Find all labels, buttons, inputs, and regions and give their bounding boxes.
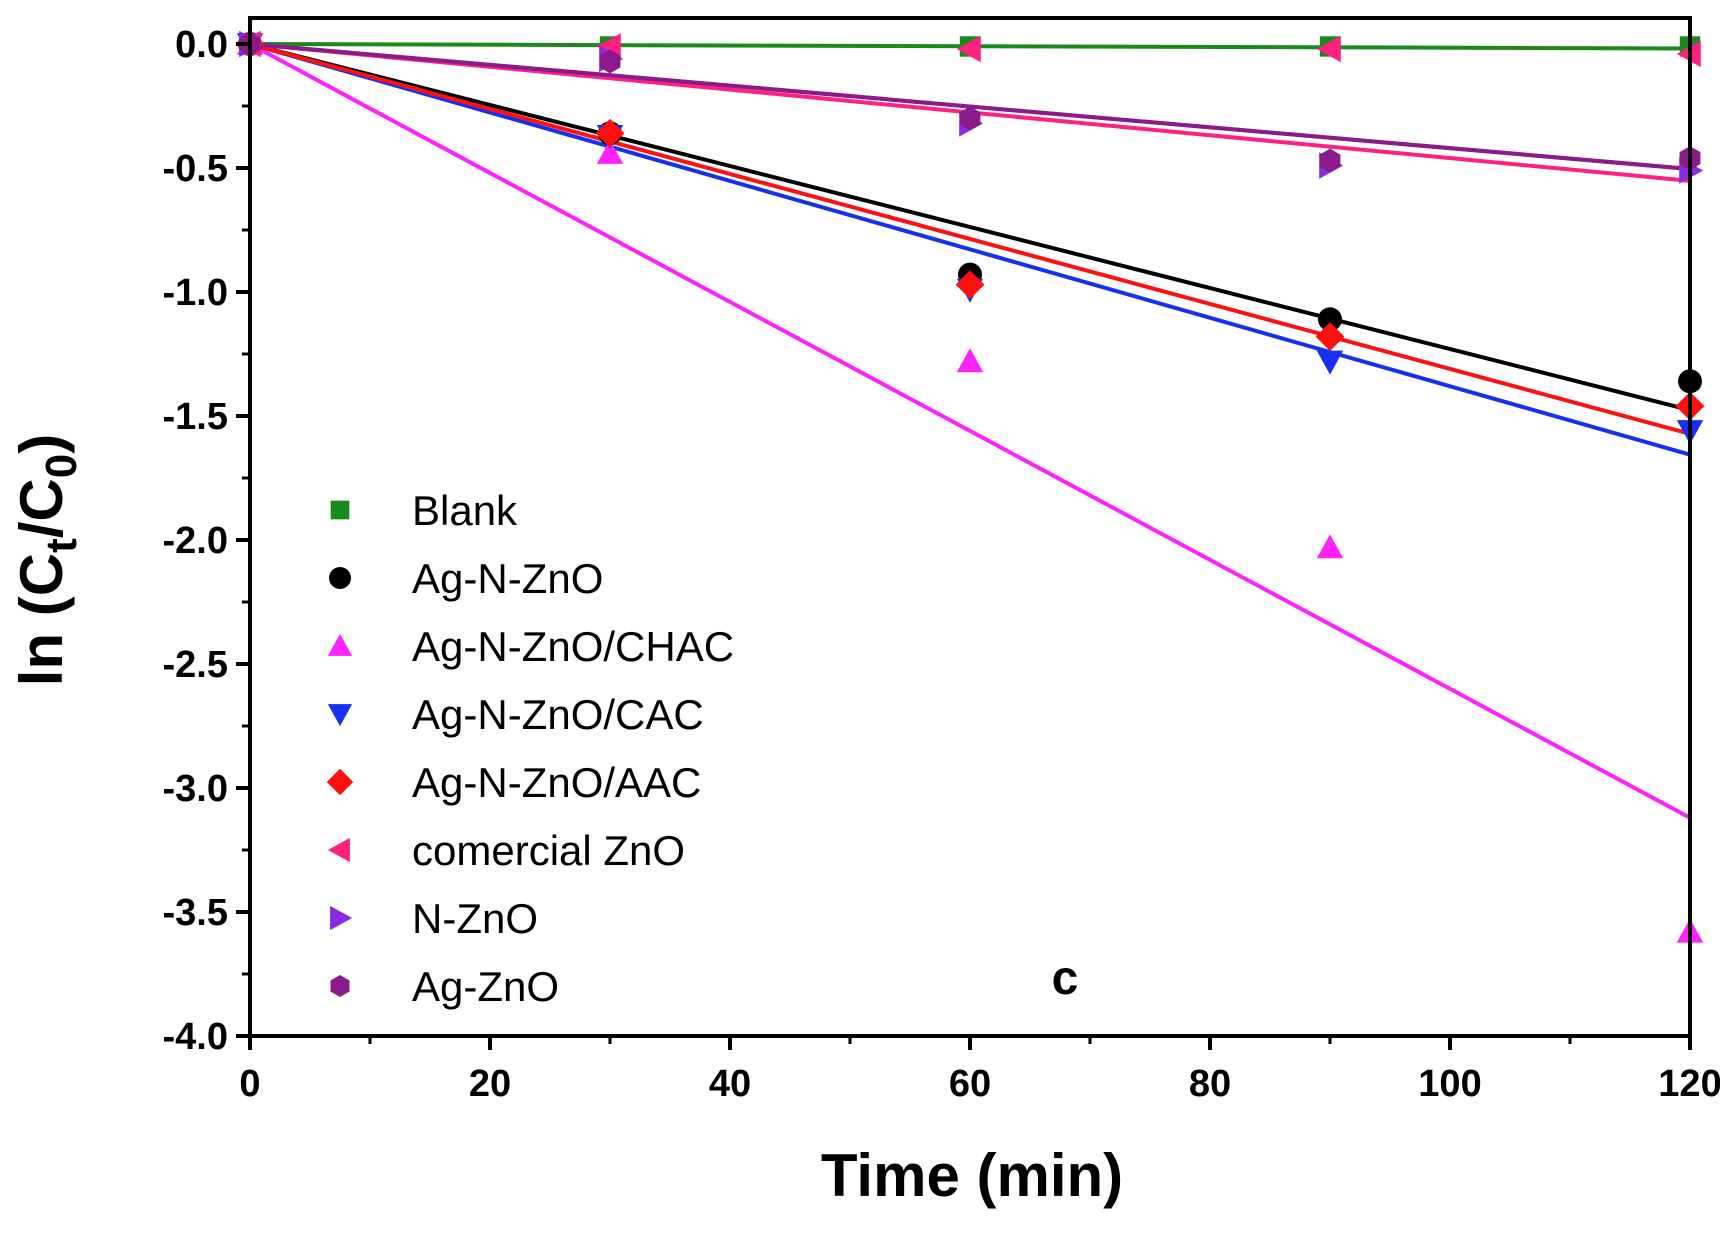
legend-label-ag-n-zno-cac: Ag-N-ZnO/CAC xyxy=(412,691,704,738)
data-point-comercial-zno xyxy=(956,35,981,63)
data-point-ag-n-zno-aac xyxy=(1315,322,1345,351)
data-point-ag-zno xyxy=(959,106,981,131)
fit-line-ag-n-zno-aac xyxy=(249,42,1691,436)
legend-symbol-comercial-zno xyxy=(327,837,350,863)
data-point-ag-zno xyxy=(599,49,621,74)
y-tick-label: -2.0 xyxy=(163,520,228,562)
data-point-ag-n-zno-aac xyxy=(955,270,985,299)
data-point-ag-n-zno xyxy=(1318,307,1342,332)
data-point-ag-n-zno-chac xyxy=(596,139,624,164)
y-axis-title: ln (Ct/C0) xyxy=(8,434,86,686)
data-point-ag-n-zno-chac xyxy=(1316,534,1344,559)
x-tick-label: 60 xyxy=(949,1063,991,1105)
legend-label-ag-n-zno-aac: Ag-N-ZnO/AAC xyxy=(412,759,701,806)
fit-line-ag-n-zno-cac xyxy=(249,42,1691,457)
legend-symbol-ag-n-zno-cac xyxy=(327,704,353,727)
legend-symbol-ag-zno xyxy=(330,975,350,997)
fit-line-ag-n-zno-chac xyxy=(249,42,1691,820)
x-axis-title: Time (min) xyxy=(821,1142,1123,1209)
data-point-ag-zno xyxy=(1319,148,1341,173)
y-tick-label: -3.0 xyxy=(163,768,228,810)
legend-label-comercial-zno: comercial ZnO xyxy=(412,827,685,874)
legend-label-ag-n-zno-chac: Ag-N-ZnO/CHAC xyxy=(412,623,734,670)
y-tick-label: -1.5 xyxy=(163,396,228,438)
legend-symbol-blank xyxy=(330,500,350,520)
x-tick-label: 80 xyxy=(1189,1063,1231,1105)
y-tick-label: -0.5 xyxy=(163,148,228,190)
legend-label-n-zno: N-ZnO xyxy=(412,895,538,942)
y-tick-label: -1.0 xyxy=(163,272,228,314)
data-point-ag-n-zno-chac xyxy=(956,348,984,373)
y-axis-ticks: 0.0 -0.5 -1.0 -1.5 -2.0 -2.5 -3.0 -3.5 -4.0 xyxy=(163,24,250,1058)
legend-label-blank: Blank xyxy=(412,487,518,534)
x-tick-label: 0 xyxy=(239,1063,260,1105)
data-point-comercial-zno xyxy=(1316,35,1341,63)
x-tick-label: 120 xyxy=(1658,1063,1720,1105)
x-axis-ticks: 0 20 40 60 80 100 120 xyxy=(239,1036,1720,1105)
data-point-ag-n-zno-cac xyxy=(1316,350,1344,375)
legend-label-ag-zno: Ag-ZnO xyxy=(412,963,559,1010)
legend-label-ag-n-zno: Ag-N-ZnO xyxy=(412,555,603,602)
x-tick-label: 20 xyxy=(469,1063,511,1105)
y-tick-label: -4.0 xyxy=(163,1016,228,1058)
legend: Blank Ag-N-ZnO Ag-N-ZnO/CHAC Ag-N-ZnO/CAC Ag… xyxy=(326,487,734,1010)
fit-line-ag-n-zno xyxy=(249,42,1691,412)
x-tick-label: 40 xyxy=(709,1063,751,1105)
y-tick-label: 0.0 xyxy=(175,24,228,66)
x-tick-label: 100 xyxy=(1418,1063,1481,1105)
y-tick-label: -3.5 xyxy=(163,892,228,934)
y-tick-label: -2.5 xyxy=(163,644,228,686)
legend-symbol-ag-n-zno xyxy=(329,567,351,589)
panel-label: c xyxy=(1052,952,1079,1005)
legend-symbol-ag-n-zno-aac xyxy=(326,768,354,796)
legend-symbol-ag-n-zno-chac xyxy=(327,633,353,656)
legend-symbol-n-zno xyxy=(330,905,353,931)
data-point-ag-n-zno-aac xyxy=(595,118,625,148)
